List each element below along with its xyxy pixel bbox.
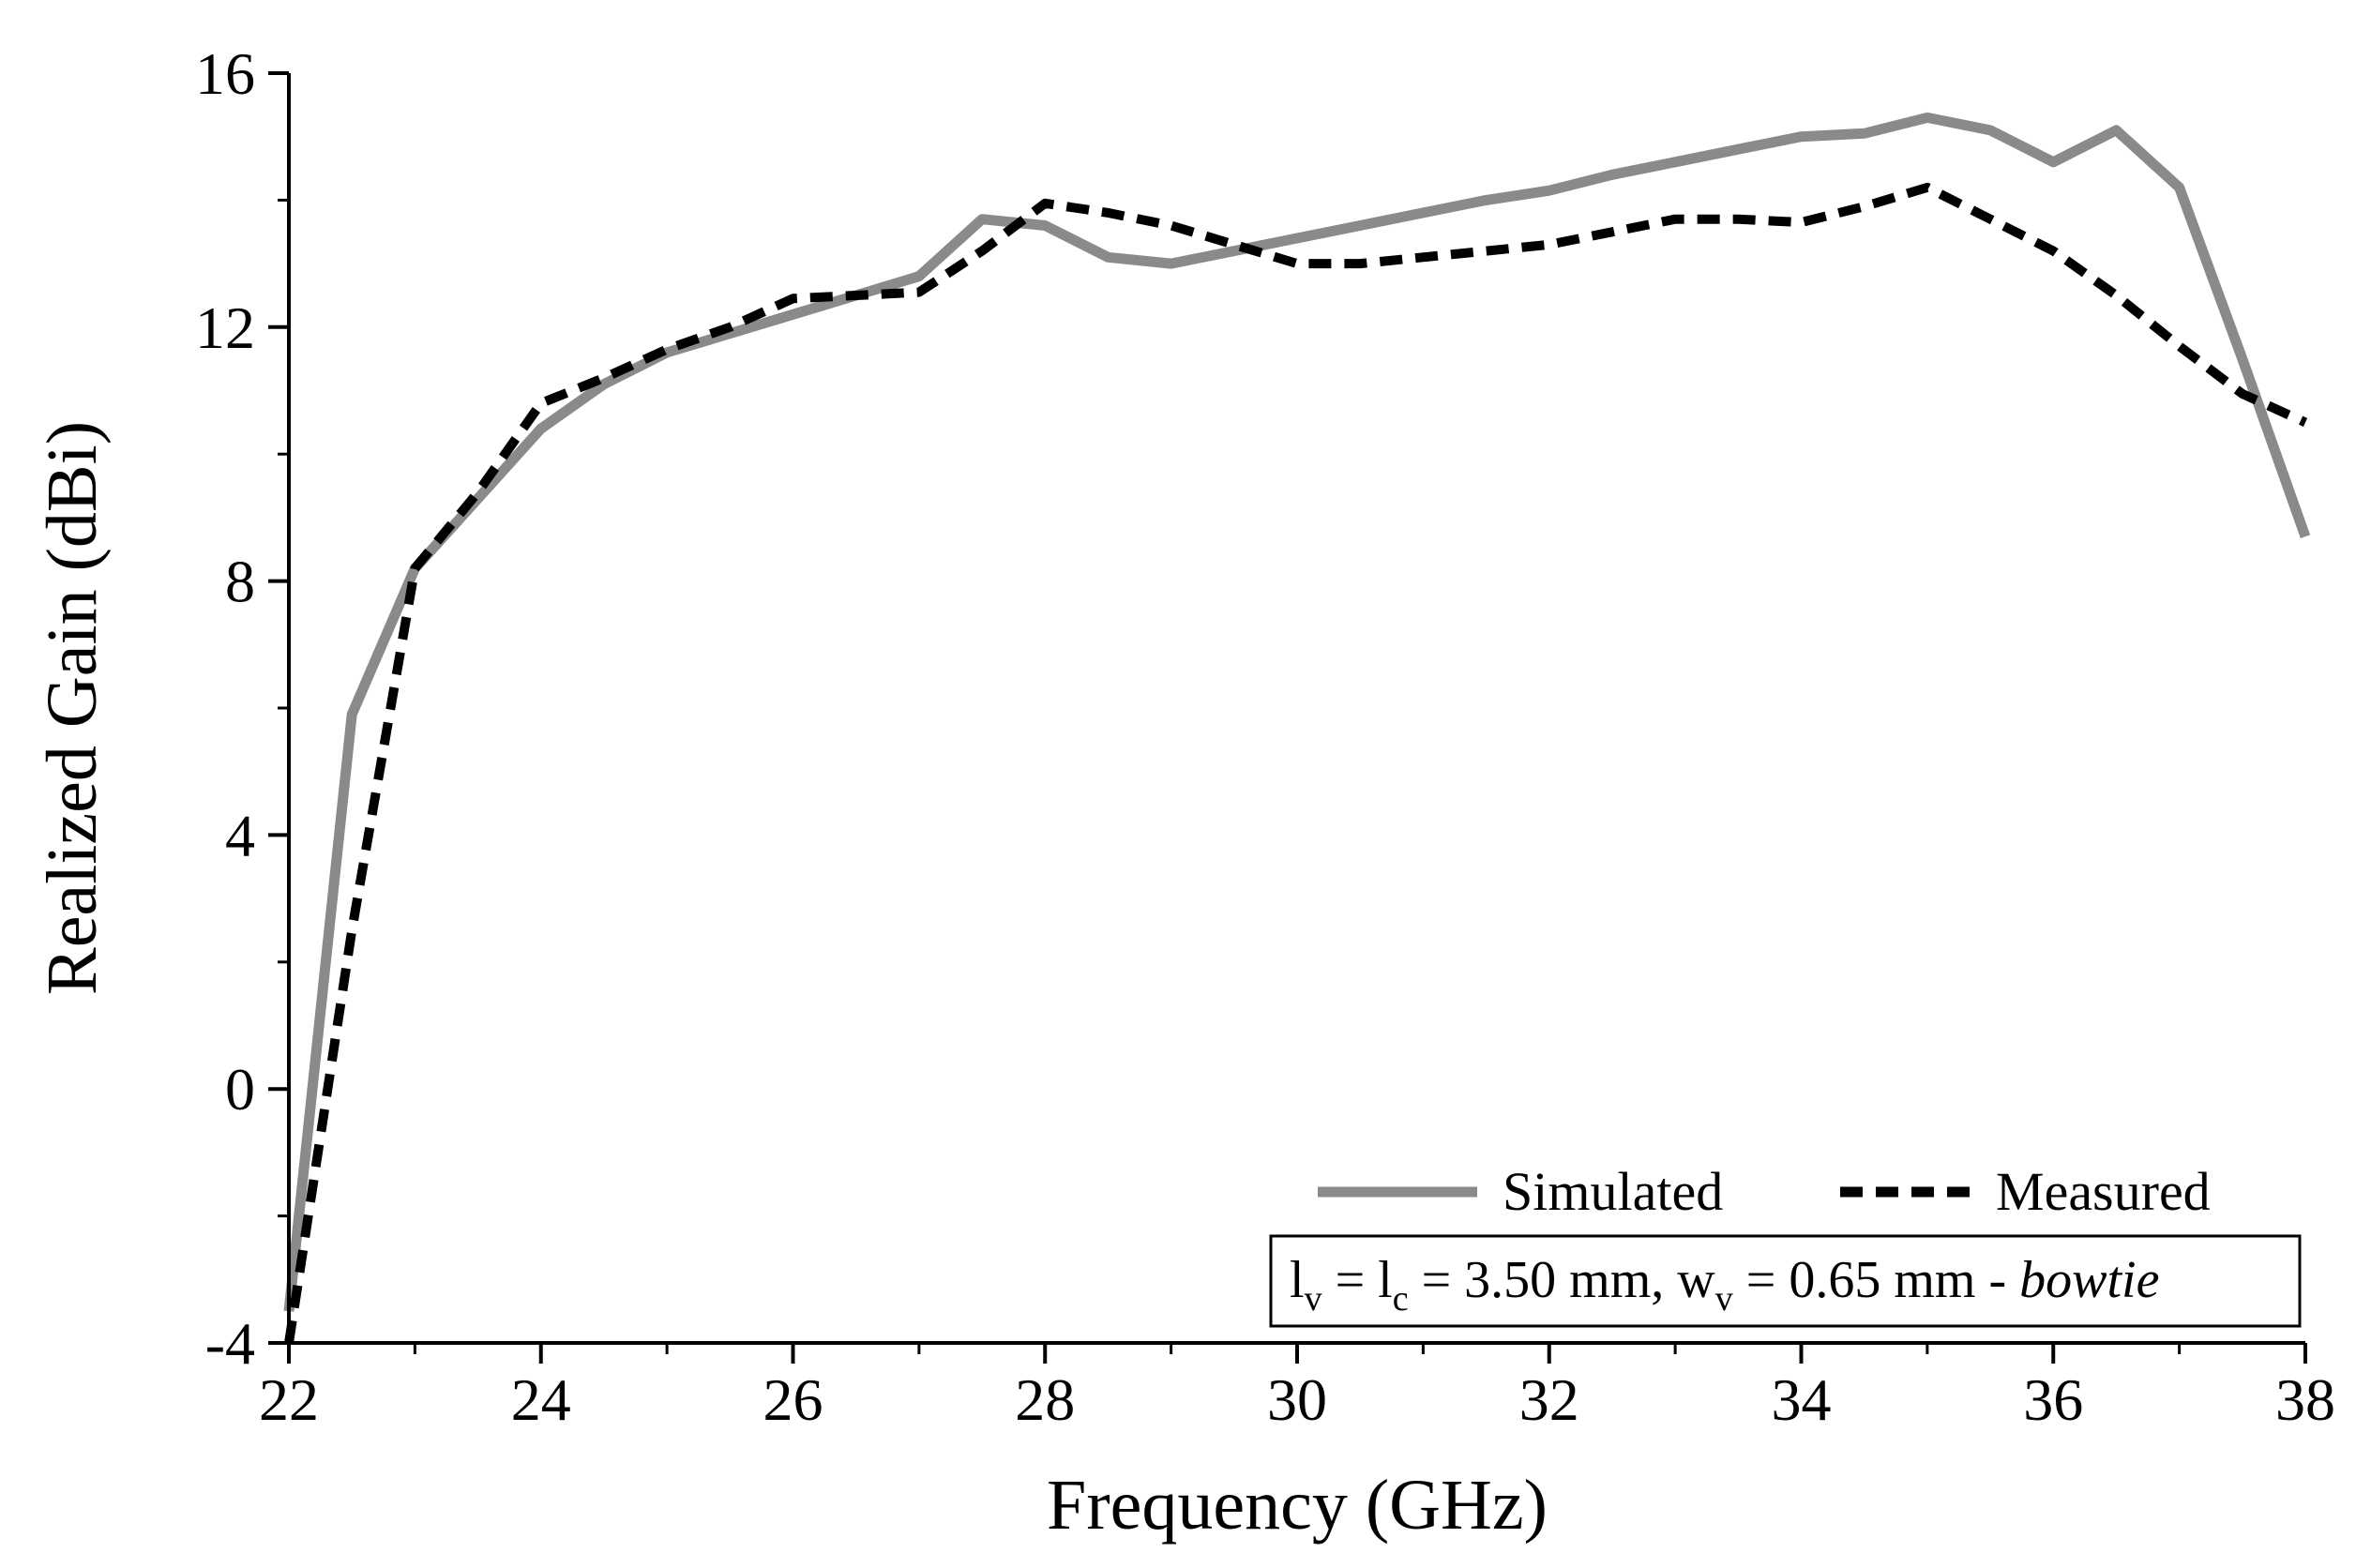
- annotation-width-value: = 0.65 mm -: [1733, 1251, 2019, 1309]
- x-tick-label: 34: [1772, 1366, 1832, 1433]
- annotation-l-symbol: l: [1290, 1251, 1305, 1309]
- y-tick-label: 4: [225, 802, 255, 868]
- annotation-equals: =: [1322, 1251, 1379, 1309]
- x-tick-label: 22: [259, 1366, 319, 1433]
- annotation-v-subscript-2: v: [1715, 1279, 1733, 1319]
- y-tick-label: 0: [225, 1056, 255, 1123]
- y-tick-label: 8: [225, 549, 255, 615]
- y-tick-label: -4: [205, 1310, 255, 1377]
- legend: Simulated Measured: [1318, 1161, 2211, 1222]
- x-tick-label: 36: [2023, 1366, 2083, 1433]
- y-tick-label: 16: [195, 40, 255, 107]
- parameter-annotation: lv = lc = 3.50 mm, wv = 0.65 mm - bowtie: [1269, 1234, 2302, 1328]
- x-tick-label: 38: [2275, 1366, 2335, 1433]
- y-tick-label: 12: [195, 294, 255, 361]
- x-tick-label: 28: [1015, 1366, 1075, 1433]
- legend-label-measured: Measured: [1996, 1161, 2211, 1222]
- annotation-w-symbol: w: [1677, 1251, 1715, 1309]
- annotation-length-value: = 3.50 mm,: [1409, 1251, 1678, 1309]
- series-line-simulated: [283, 112, 2311, 1312]
- legend-label-simulated: Simulated: [1503, 1161, 1723, 1222]
- x-tick-label: 26: [763, 1366, 823, 1433]
- x-tick-label: 32: [1519, 1366, 1579, 1433]
- x-tick-label: 24: [511, 1366, 571, 1433]
- annotation-c-subscript: c: [1393, 1279, 1409, 1319]
- series-line-measured: [284, 182, 2308, 1344]
- x-axis-title: Frequency (GHz): [1047, 1466, 1548, 1545]
- annotation-box: [1269, 1234, 2302, 1328]
- plot-series: [283, 112, 2311, 1344]
- annotation-v-subscript: v: [1305, 1279, 1322, 1319]
- annotation-l-symbol-2: l: [1378, 1251, 1393, 1309]
- x-tick-label: 30: [1267, 1366, 1327, 1433]
- annotation-type: bowtie: [2019, 1251, 2159, 1309]
- annotation-text: lv = lc = 3.50 mm, wv = 0.65 mm - bowtie: [1290, 1251, 2159, 1319]
- axis-ticks: 22 24 26 28 30 32 34 36 38 -4 0 4 8 12 16: [195, 40, 2335, 1433]
- y-axis-title: Realized Gain (dBi): [33, 421, 112, 995]
